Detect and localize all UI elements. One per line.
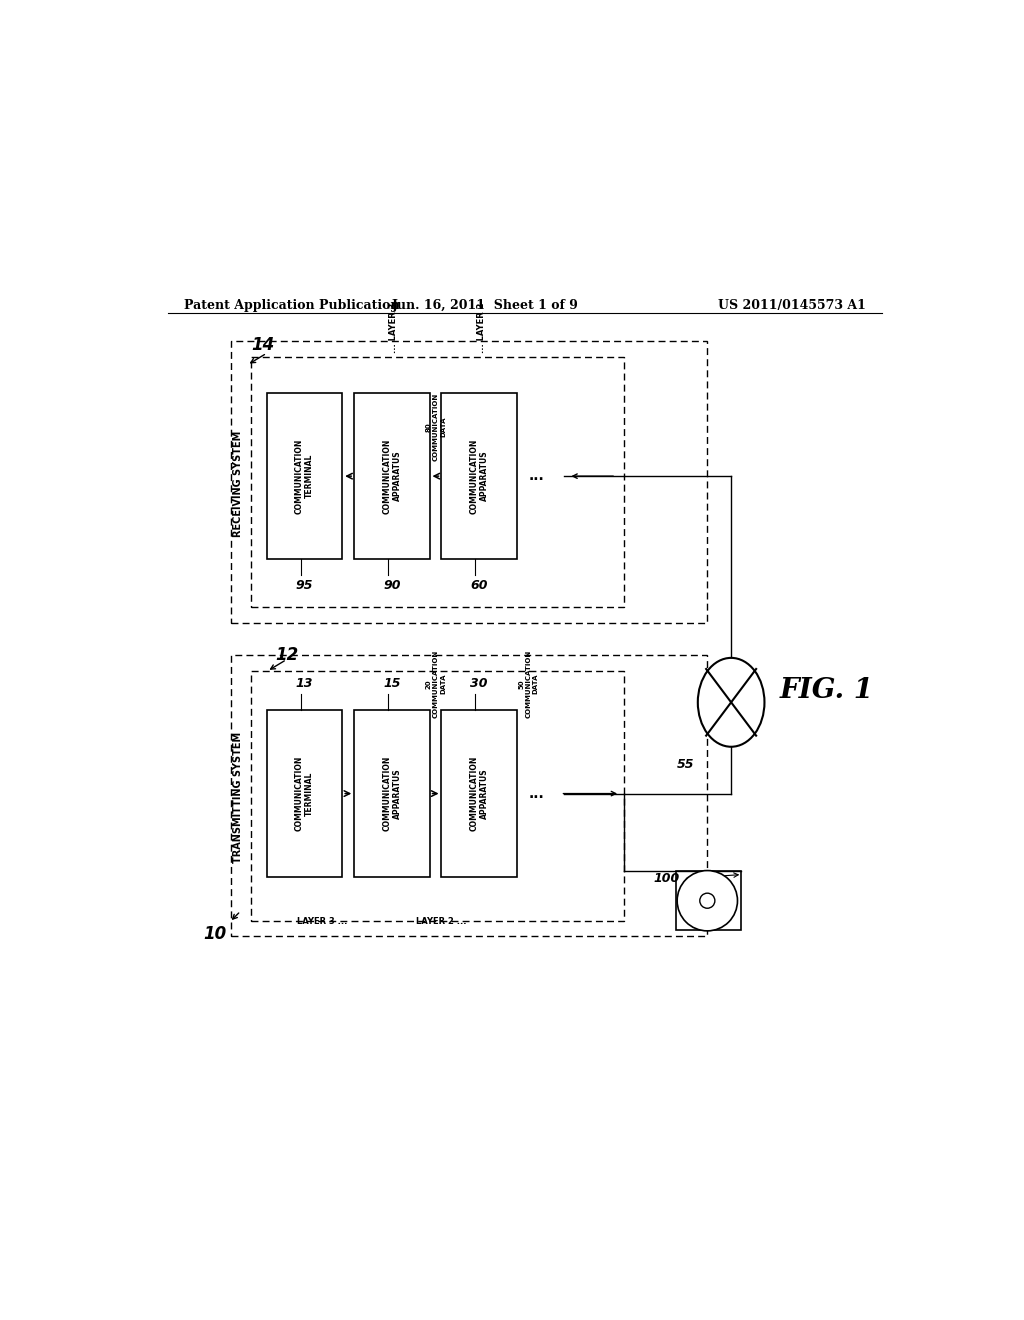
Text: 80
COMMUNICATION
DATA: 80 COMMUNICATION DATA [426,393,445,461]
Text: 90: 90 [383,579,400,593]
Circle shape [699,894,715,908]
Bar [231,655,708,936]
Text: LAYER 3 ...: LAYER 3 ... [297,916,347,925]
Text: COMMUNICATION
TERMINAL: COMMUNICATION TERMINAL [295,756,314,832]
Text: 95: 95 [296,579,313,593]
Text: 10: 10 [204,924,226,942]
Text: 30: 30 [470,677,487,690]
Text: US 2011/0145573 A1: US 2011/0145573 A1 [718,300,866,312]
Text: 50
COMMUNICATION
DATA: 50 COMMUNICATION DATA [519,649,539,718]
Bar [676,871,740,931]
Text: Jun. 16, 2011  Sheet 1 of 9: Jun. 16, 2011 Sheet 1 of 9 [392,300,579,312]
Bar [441,710,517,876]
Text: 60: 60 [470,579,487,593]
Text: 12: 12 [274,647,298,664]
Circle shape [677,871,737,931]
Text: 14: 14 [251,337,274,354]
Bar [441,393,517,560]
Bar [267,393,342,560]
Bar [354,710,430,876]
Text: COMMUNICATION
TERMINAL: COMMUNICATION TERMINAL [295,438,314,513]
Text: ... LAYER 2: ... LAYER 2 [476,302,485,354]
Text: FIG. 1: FIG. 1 [779,677,873,704]
Text: RECEIVING SYSTEM: RECEIVING SYSTEM [232,430,243,537]
Text: COMMUNICATION
APPARATUS: COMMUNICATION APPARATUS [469,756,488,832]
Bar [251,671,624,920]
Text: ... LAYER 3: ... LAYER 3 [389,302,398,354]
Text: ...: ... [528,469,545,483]
Text: 13: 13 [296,677,313,690]
Text: LAYER 2 ...: LAYER 2 ... [416,916,467,925]
Text: Patent Application Publication: Patent Application Publication [183,300,399,312]
Text: COMMUNICATION
APPARATUS: COMMUNICATION APPARATUS [382,756,401,832]
Bar [231,342,708,623]
Text: COMMUNICATION
APPARATUS: COMMUNICATION APPARATUS [382,438,401,513]
Text: ...: ... [528,787,545,800]
Text: TRANSMITTING SYSTEM: TRANSMITTING SYSTEM [232,733,243,863]
Bar [354,393,430,560]
Bar [267,710,342,876]
Text: COMMUNICATION
APPARATUS: COMMUNICATION APPARATUS [469,438,488,513]
Text: 20
COMMUNICATION
DATA: 20 COMMUNICATION DATA [426,649,445,718]
Ellipse shape [697,657,765,747]
Bar [251,358,624,607]
Text: 55: 55 [677,758,694,771]
Text: 100: 100 [653,873,680,884]
Text: 15: 15 [383,677,400,690]
